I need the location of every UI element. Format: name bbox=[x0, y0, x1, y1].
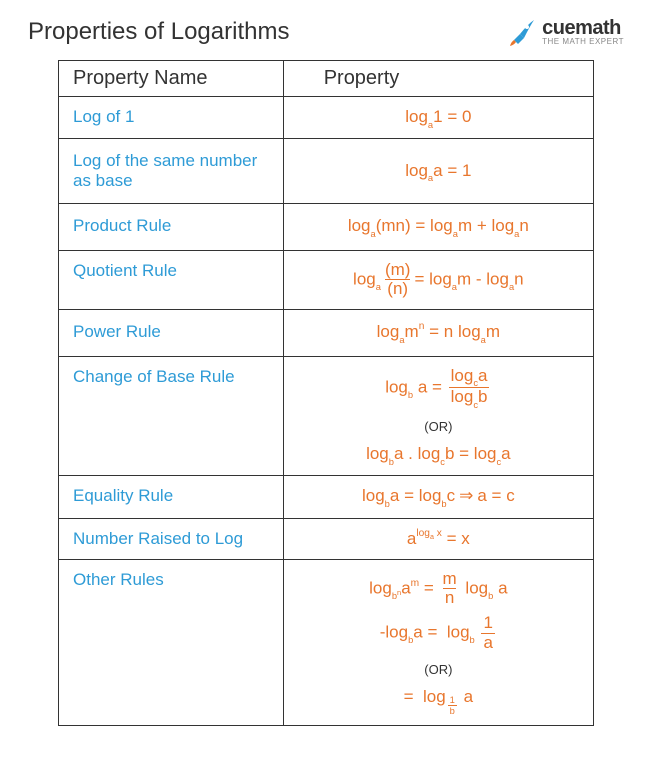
property-formula: loga(mn) = logam + logan bbox=[283, 204, 593, 250]
table-row: Change of Base Rule logb a = logcalogcb … bbox=[59, 356, 594, 476]
table-row: Product Rule loga(mn) = logam + logan bbox=[59, 204, 594, 250]
property-name: Log of 1 bbox=[59, 97, 284, 139]
property-formula: logba = logbc⇒a = c bbox=[283, 476, 593, 518]
property-formula: logamn = n logam bbox=[283, 310, 593, 356]
table-row: Number Raised to Log aloga x = x bbox=[59, 518, 594, 559]
property-name: Product Rule bbox=[59, 204, 284, 250]
property-formula: aloga x = x bbox=[283, 518, 593, 559]
header-property-name: Property Name bbox=[59, 61, 284, 97]
table-row: Equality Rule logba = logbc⇒a = c bbox=[59, 476, 594, 518]
property-formula: logbnam = mn logb a -logba = logb 1a (OR… bbox=[283, 559, 593, 725]
properties-table: Property Name Property Log of 1 loga1 = … bbox=[58, 60, 594, 726]
header: Properties of Logarithms cuemath THE MAT… bbox=[0, 0, 652, 60]
properties-table-container: Property Name Property Log of 1 loga1 = … bbox=[0, 60, 652, 726]
property-formula: logaa = 1 bbox=[283, 139, 593, 204]
page-title: Properties of Logarithms bbox=[28, 18, 289, 46]
property-formula: loga(m)(n)= logam - logan bbox=[283, 250, 593, 309]
or-label: (OR) bbox=[424, 419, 452, 434]
table-row: Quotient Rule loga(m)(n)= logam - logan bbox=[59, 250, 594, 309]
property-name: Quotient Rule bbox=[59, 250, 284, 309]
table-row: Power Rule logamn = n logam bbox=[59, 310, 594, 356]
logo-tagline: THE MATH EXPERT bbox=[542, 38, 624, 46]
logo: cuemath THE MATH EXPERT bbox=[508, 18, 624, 46]
table-header-row: Property Name Property bbox=[59, 61, 594, 97]
property-name: Log of the same number as base bbox=[59, 139, 284, 204]
property-name: Power Rule bbox=[59, 310, 284, 356]
table-row: Log of 1 loga1 = 0 bbox=[59, 97, 594, 139]
table-row: Log of the same number as base logaa = 1 bbox=[59, 139, 594, 204]
property-name: Change of Base Rule bbox=[59, 356, 284, 476]
header-property: Property bbox=[283, 61, 593, 97]
logo-brand: cuemath bbox=[542, 18, 624, 38]
property-formula: logb a = logcalogcb (OR) logba . logcb =… bbox=[283, 356, 593, 476]
property-name: Equality Rule bbox=[59, 476, 284, 518]
table-row: Other Rules logbnam = mn logb a -logba =… bbox=[59, 559, 594, 725]
property-name: Other Rules bbox=[59, 559, 284, 725]
property-formula: loga1 = 0 bbox=[283, 97, 593, 139]
or-label: (OR) bbox=[424, 662, 452, 677]
property-name: Number Raised to Log bbox=[59, 518, 284, 559]
rocket-icon bbox=[508, 18, 536, 46]
